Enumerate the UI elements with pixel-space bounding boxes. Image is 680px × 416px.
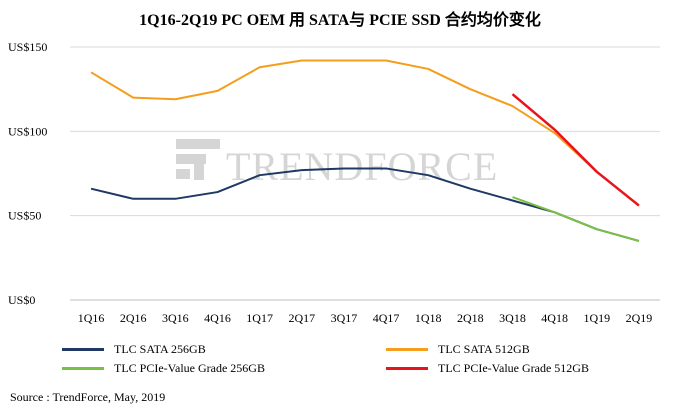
x-tick-label: 4Q16 xyxy=(204,311,231,325)
legend-swatch xyxy=(386,367,428,370)
legend-label: TLC PCIe-Value Grade 512GB xyxy=(438,361,589,375)
x-axis-ticks: 1Q16 2Q16 3Q16 4Q16 1Q17 2Q17 3Q17 4Q17 1Q18 2Q18… xyxy=(78,311,653,325)
x-tick-label: 1Q19 xyxy=(583,311,610,325)
series-lines xyxy=(90,59,640,242)
y-tick-label: US$50 xyxy=(8,209,41,223)
legend-label: TLC SATA 256GB xyxy=(114,342,206,356)
svg-text:TRENDFORCE: TRENDFORCE xyxy=(226,144,498,189)
x-tick-label: 3Q16 xyxy=(162,311,189,325)
x-tick-label: 2Q18 xyxy=(457,311,484,325)
legend-item-sata-256: TLC SATA 256GB xyxy=(62,342,206,357)
x-tick-label: 1Q18 xyxy=(415,311,442,325)
x-tick-label: 1Q17 xyxy=(246,311,273,325)
source-note: Source : TrendForce, May, 2019 xyxy=(10,390,166,404)
legend-item-pcie-512: TLC PCIe-Value Grade 512GB xyxy=(386,361,589,376)
series-line xyxy=(511,93,640,207)
y-tick-label: US$100 xyxy=(8,124,47,138)
chart-title: 1Q16-2Q19 PC OEM 用 SATA与 PCIE SSD 合约均价变化 xyxy=(139,12,541,29)
legend-item-sata-512: TLC SATA 512GB xyxy=(386,342,530,357)
x-tick-label: 4Q18 xyxy=(541,311,568,325)
x-tick-label: 2Q17 xyxy=(288,311,315,325)
x-tick-label: 2Q16 xyxy=(120,311,147,325)
legend-swatch xyxy=(386,348,428,351)
y-axis-ticks: US$0 US$50 US$100 US$150 xyxy=(8,40,47,307)
series-line xyxy=(90,59,640,207)
legend-label: TLC SATA 512GB xyxy=(438,342,530,356)
legend-swatch xyxy=(62,348,104,351)
x-tick-label: 3Q18 xyxy=(499,311,526,325)
series-line xyxy=(512,196,640,242)
x-tick-label: 1Q16 xyxy=(78,311,105,325)
line-chart: TRENDFORCE US$0 US$50 US$100 US$150 1Q16 2Q1… xyxy=(8,40,660,325)
x-tick-label: 3Q17 xyxy=(331,311,358,325)
legend-item-pcie-256: TLC PCIe-Value Grade 256GB xyxy=(62,361,265,376)
watermark: TRENDFORCE xyxy=(176,139,498,189)
y-tick-label: US$0 xyxy=(8,293,35,307)
y-tick-label: US$150 xyxy=(8,40,47,54)
legend-swatch xyxy=(62,367,104,370)
legend-label: TLC PCIe-Value Grade 256GB xyxy=(114,361,265,375)
x-tick-label: 2Q19 xyxy=(626,311,653,325)
x-tick-label: 4Q17 xyxy=(373,311,400,325)
